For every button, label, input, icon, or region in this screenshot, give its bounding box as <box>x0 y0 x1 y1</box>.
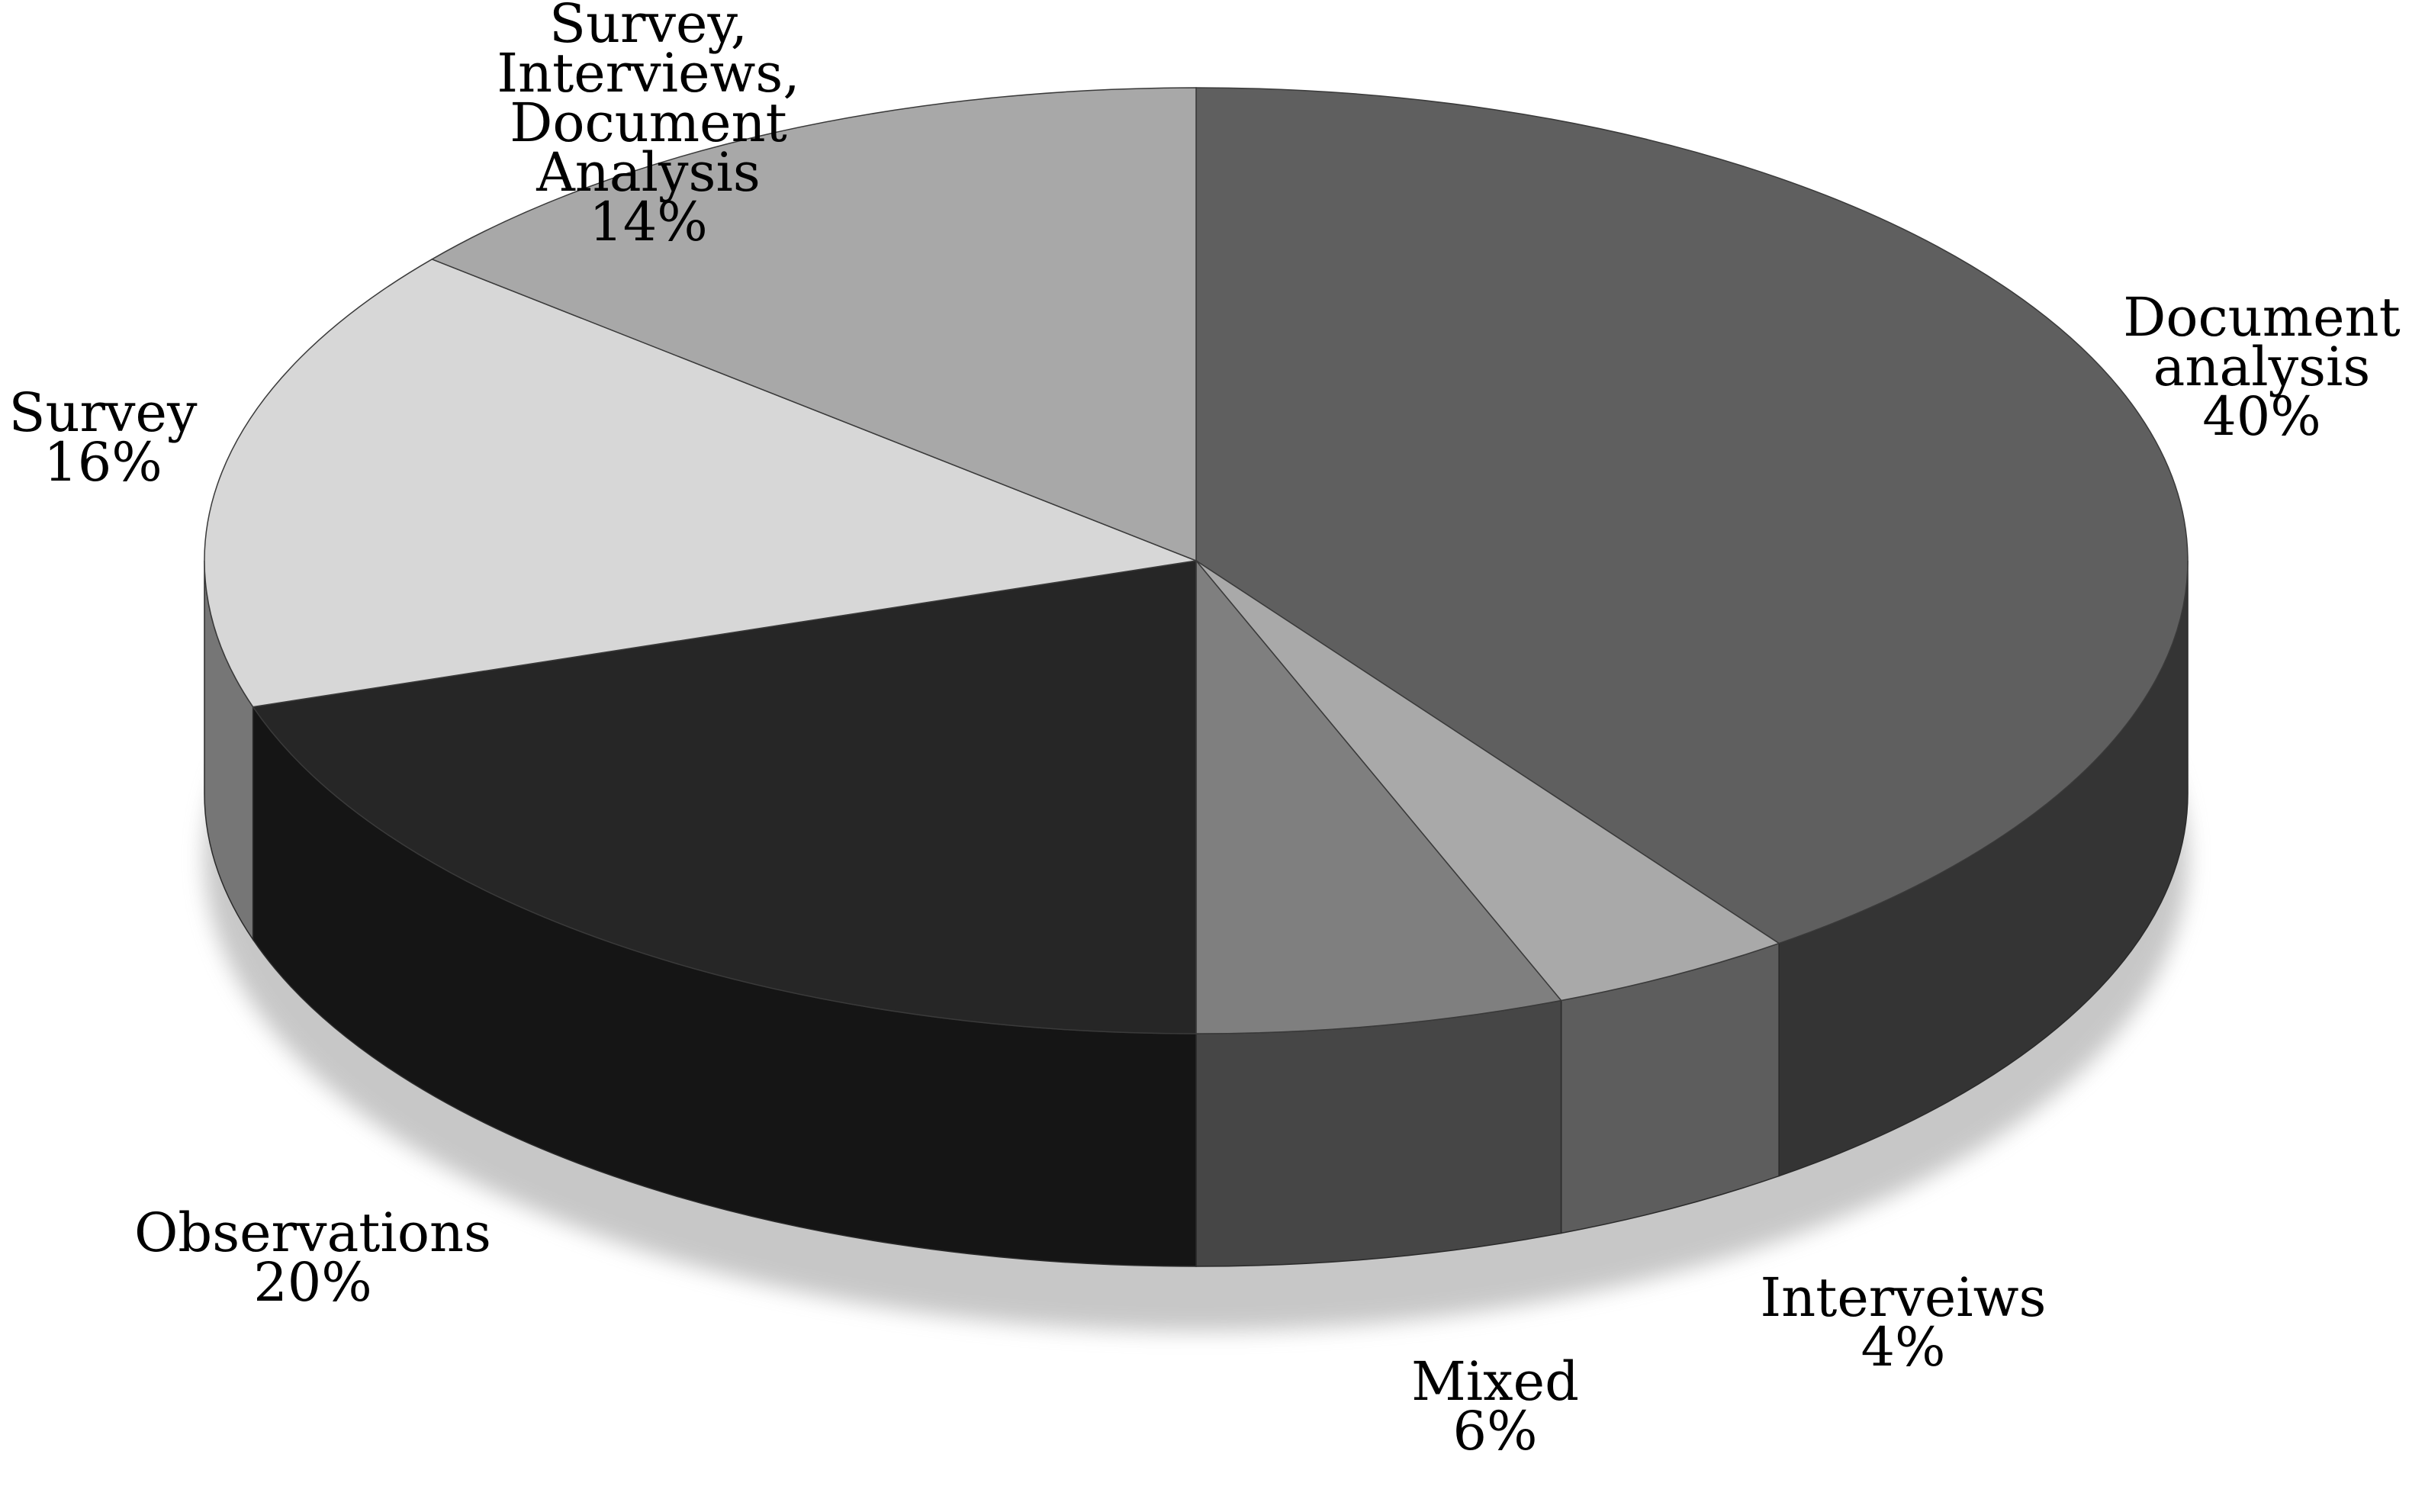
pie-top-faces <box>204 87 2189 1034</box>
slice-percent: 20% <box>253 1251 372 1314</box>
slice-percent: 14% <box>589 191 708 253</box>
slice-label-observations: Observations 20% <box>134 1202 491 1314</box>
slice-percent: 4% <box>1861 1316 1945 1378</box>
slice-name-line: Interviews, <box>497 42 799 105</box>
slice-label-document-analysis: Document analysis 40% <box>2123 286 2401 448</box>
slice-name-line: Document <box>2123 286 2401 349</box>
slice-name-line: Survey, <box>549 0 748 55</box>
slice-percent: 16% <box>43 431 162 494</box>
pie-labels: Document analysis 40%Interveiws 4%Mixed 6%Ob… <box>8 0 2400 1462</box>
slice-name-line: Document <box>510 92 787 154</box>
slice-percent: 40% <box>2202 385 2321 448</box>
slice-survey-interviews-document-analysis <box>430 87 1197 562</box>
slice-name-line: Analysis <box>535 141 761 204</box>
slice-percent: 6% <box>1452 1400 1537 1462</box>
slice-interveiws <box>1195 560 1780 1002</box>
slice-document-analysis <box>1195 87 2189 944</box>
slice-label-survey-interviews-document-analysis: Survey, Interviews, Document Analysis 14% <box>497 0 799 253</box>
pie-side-walls <box>204 560 2189 1267</box>
slice-side-mixed <box>1195 999 1562 1267</box>
slice-name-line: analysis <box>2153 336 2371 398</box>
slice-label-interveiws: Interveiws 4% <box>1761 1266 2047 1378</box>
slice-name-line: Observations <box>134 1202 491 1264</box>
slice-survey <box>204 258 1198 708</box>
slice-name-line: Mixed <box>1411 1350 1579 1413</box>
slice-label-survey: Survey 16% <box>8 381 197 494</box>
slice-mixed <box>1195 558 1562 1034</box>
slice-observations <box>252 560 1197 1034</box>
slice-label-mixed: Mixed 6% <box>1411 1350 1579 1462</box>
slice-name-line: Interveiws <box>1761 1266 2047 1329</box>
slice-name-line: Survey <box>8 381 197 444</box>
